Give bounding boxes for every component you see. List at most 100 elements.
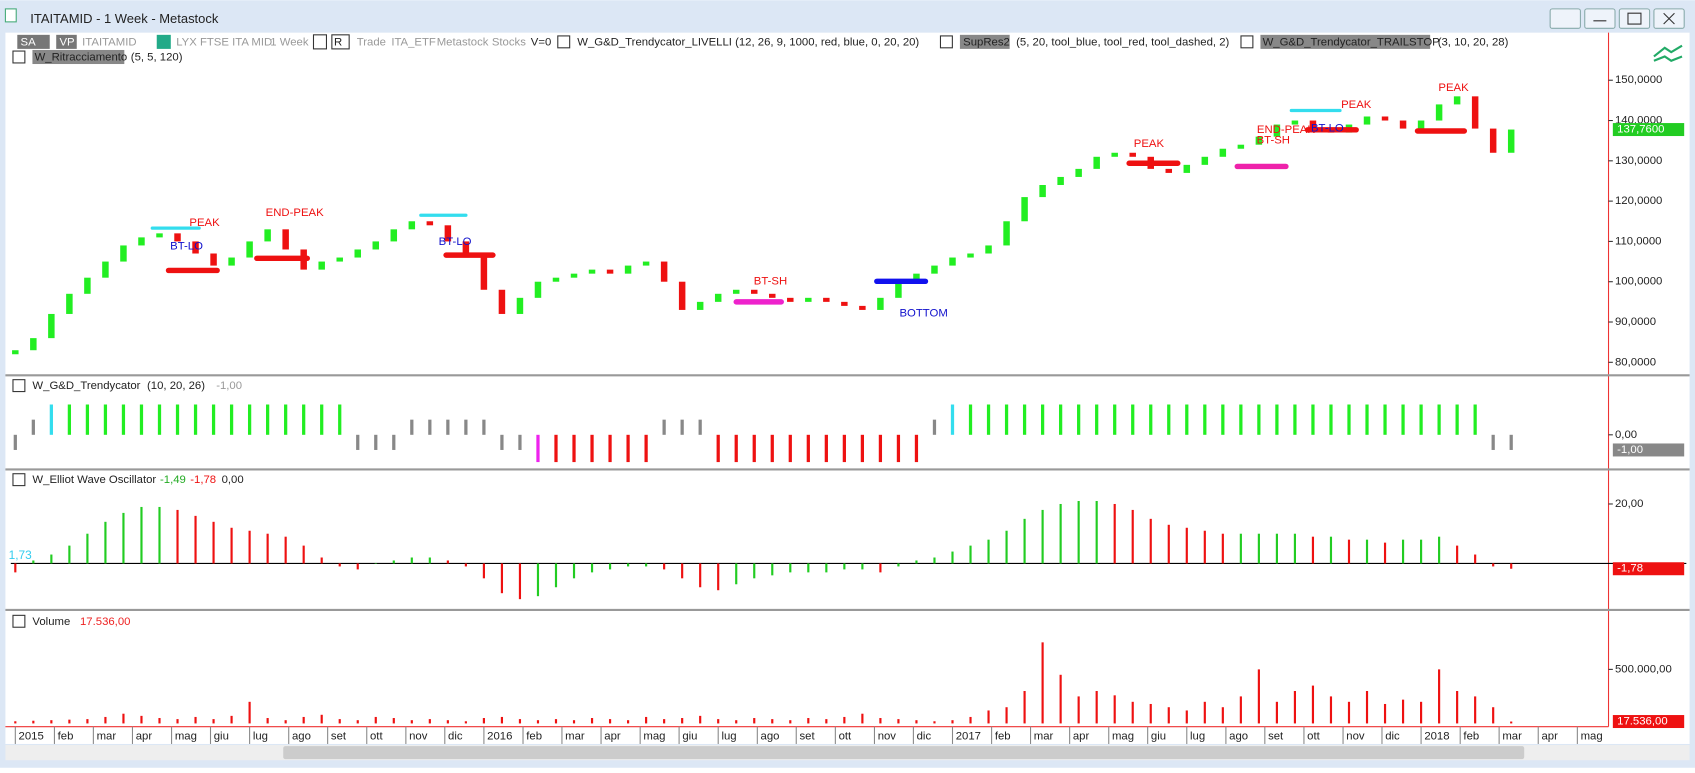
bar — [1095, 501, 1098, 564]
candle — [696, 301, 704, 310]
bar — [320, 557, 323, 564]
y-tick-label: 100,0000 — [1615, 276, 1662, 288]
bar — [1438, 536, 1441, 564]
last-value-box — [1612, 123, 1685, 137]
bar — [1059, 404, 1063, 435]
y-tick-label: 130,0000 — [1615, 155, 1662, 167]
x-tick-label: giu — [1151, 730, 1166, 742]
bar — [627, 563, 630, 567]
bar — [897, 719, 900, 724]
indicator-box — [959, 34, 1010, 49]
r-box[interactable] — [331, 34, 350, 50]
bar — [428, 719, 431, 724]
annotation: PEAK — [1134, 138, 1165, 150]
r-label[interactable]: R — [334, 36, 342, 48]
close-box[interactable] — [939, 35, 953, 49]
close-box[interactable] — [12, 379, 26, 393]
x-tick-label: giu — [214, 730, 229, 742]
bar — [590, 434, 594, 463]
indicator-name: W_G&D_Trendycator_TRAILSTOP — [1263, 36, 1440, 48]
bar — [717, 719, 720, 724]
bar — [645, 716, 648, 724]
close-box[interactable] — [12, 614, 26, 628]
x-tick-label: nov — [878, 730, 897, 742]
period-dropdown[interactable] — [312, 34, 328, 50]
x-tick-label: set — [799, 730, 815, 742]
bar — [915, 720, 918, 724]
candle — [246, 241, 253, 258]
bar — [1311, 536, 1315, 564]
candle — [823, 297, 830, 302]
candle — [426, 221, 434, 226]
bar — [266, 404, 270, 435]
bar — [1492, 563, 1495, 567]
bar — [698, 419, 702, 435]
maximize-button[interactable] — [1618, 8, 1651, 29]
minimize-button[interactable] — [1584, 8, 1616, 29]
x-tick-label: lug — [253, 730, 268, 742]
close-box[interactable] — [1240, 35, 1254, 49]
candle — [498, 289, 506, 314]
last-value-label: 137,7600 — [1617, 124, 1664, 136]
bar — [645, 563, 648, 567]
bar — [67, 404, 72, 435]
bar — [1509, 434, 1513, 450]
candle — [913, 273, 920, 282]
bar — [897, 563, 900, 567]
close-box[interactable] — [557, 35, 571, 49]
bar — [446, 560, 449, 564]
bar — [320, 714, 323, 724]
panel-value: 0,00 — [222, 474, 244, 486]
close-box[interactable] — [12, 50, 26, 64]
bar — [157, 404, 162, 435]
bar — [1438, 669, 1441, 724]
vp-box[interactable] — [56, 34, 77, 49]
bar — [158, 506, 161, 564]
bar — [32, 720, 35, 724]
chart-area — [5, 32, 1690, 744]
period[interactable]: 1 Week — [270, 36, 309, 48]
bar — [482, 419, 486, 435]
bar — [806, 434, 810, 463]
candle — [1255, 136, 1263, 145]
scrollbar-thumb[interactable] — [283, 746, 1525, 760]
bar — [807, 563, 810, 573]
sa-label[interactable]: SA — [21, 36, 37, 48]
annotation: BT-LO — [170, 241, 203, 253]
close-box[interactable] — [12, 473, 26, 487]
bar — [951, 720, 954, 724]
bar — [572, 563, 576, 579]
bar — [338, 563, 341, 567]
x-tick-label: ago — [292, 730, 311, 742]
bar — [933, 557, 936, 564]
bar — [1491, 434, 1495, 450]
window-buttons[interactable] — [1549, 8, 1685, 29]
vp-label[interactable]: VP — [59, 36, 74, 48]
panel-title: W_G&D_Trendycator — [32, 380, 140, 392]
x-tick-label: feb — [1463, 730, 1479, 742]
panel-title: Volume — [32, 616, 70, 628]
candle — [805, 297, 812, 302]
bar — [104, 521, 107, 564]
bar — [374, 563, 377, 564]
sa-box[interactable] — [17, 34, 50, 49]
bar — [1149, 404, 1153, 435]
bar — [951, 551, 954, 564]
bar — [554, 719, 558, 724]
bar — [428, 419, 432, 435]
candle — [156, 233, 163, 238]
restore-button[interactable] — [1549, 8, 1581, 29]
trade: Trade — [357, 36, 386, 48]
candle — [372, 241, 380, 250]
bar — [771, 563, 774, 576]
bar — [1131, 701, 1134, 724]
bar — [608, 563, 612, 570]
bar — [32, 560, 35, 564]
candle — [624, 265, 632, 274]
annotation: BOTTOM — [899, 308, 947, 320]
bar — [284, 720, 287, 724]
bar — [392, 718, 395, 724]
bar — [933, 721, 936, 724]
bar — [770, 434, 774, 463]
bar — [1474, 696, 1477, 724]
